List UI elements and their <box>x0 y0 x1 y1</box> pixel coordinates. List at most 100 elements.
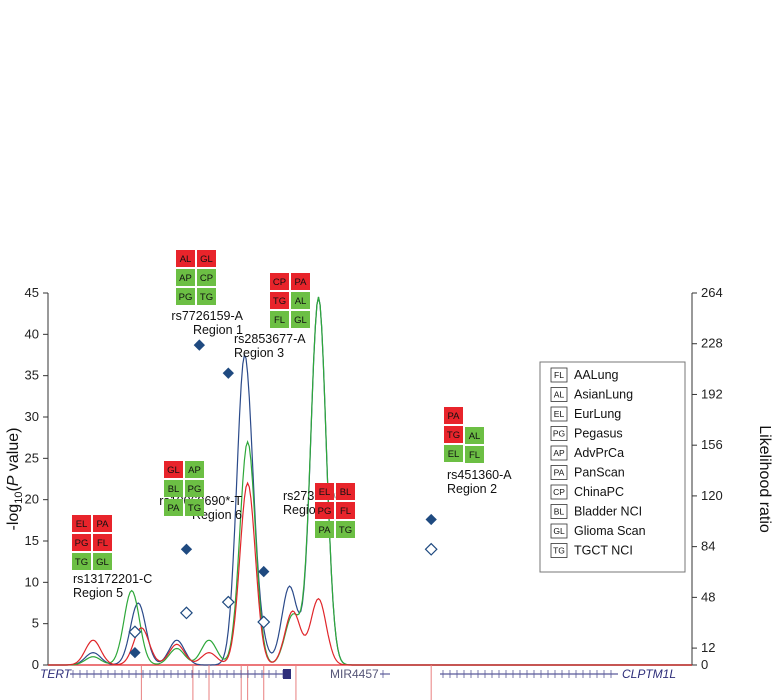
lead-snp-marker <box>425 513 437 526</box>
left-tick-label: 5 <box>32 616 39 631</box>
legend-name: Pegasus <box>574 427 623 441</box>
legend-name: ChinaPC <box>574 485 624 499</box>
study-badge <box>197 288 216 305</box>
legend-name: Glioma Scan <box>574 524 646 538</box>
conditional-snp-marker <box>179 606 193 620</box>
right-tick-label: 0 <box>701 657 708 672</box>
study-badge <box>72 553 91 570</box>
study-badge-label: FL <box>274 315 285 326</box>
lead-snp-marker <box>180 543 193 555</box>
study-badge <box>93 553 112 570</box>
study-badge-label: BL <box>340 487 352 498</box>
study-badge-label: TG <box>339 525 352 536</box>
legend-name: PanScan <box>574 466 625 480</box>
study-badge <box>93 534 112 551</box>
legend: FL AALung AL AsianLung EL EurLung PG Pegasus AP A… <box>539 361 686 573</box>
legend-name: AALung <box>574 368 619 382</box>
snp-region-label: Region 5 <box>73 586 123 600</box>
legend-name: EurLung <box>574 407 621 421</box>
study-badge-label: PA <box>97 519 110 530</box>
study-badge-label: AL <box>469 431 481 442</box>
study-badge <box>465 427 484 444</box>
study-badge-label: PG <box>179 292 193 303</box>
study-badge <box>176 269 195 286</box>
legend-code-box <box>550 387 568 402</box>
study-badge <box>315 483 334 500</box>
legend-code: AP <box>553 448 565 458</box>
study-badge-label: CP <box>273 277 286 288</box>
legend-code: PA <box>554 468 565 478</box>
study-badge-label: PA <box>168 503 181 514</box>
snp-id-label: rs7726159-A <box>171 309 243 323</box>
study-badge <box>176 288 195 305</box>
legend-code: AL <box>554 390 565 400</box>
study-badge-label: BL <box>168 484 180 495</box>
study-badge <box>270 273 289 290</box>
study-badge <box>270 292 289 309</box>
study-badge-label: TG <box>75 557 88 568</box>
study-badge <box>72 515 91 532</box>
study-badge <box>197 269 216 286</box>
legend-code: GL <box>553 526 565 536</box>
study-badge <box>164 461 183 478</box>
gene-track: TERT MIR4457 CLPTM1L <box>40 667 676 681</box>
study-badge <box>176 250 195 267</box>
legend-code-box <box>550 445 568 461</box>
gene-label: TERT <box>40 667 73 681</box>
study-badge-label: PG <box>318 506 332 517</box>
study-badge-label: AP <box>188 465 201 476</box>
snp-region-label: Region 2 <box>447 482 497 496</box>
legend-code-box <box>550 426 568 441</box>
snp-region-label: Region 6 <box>192 508 242 522</box>
study-badge-label: GL <box>167 465 180 476</box>
snp-region-label: Region 3 <box>234 346 284 360</box>
legend-code-box <box>550 504 568 519</box>
study-badge <box>444 426 463 443</box>
study-badge <box>93 515 112 532</box>
left-tick-label: 10 <box>25 574 39 589</box>
study-badge <box>444 407 463 424</box>
conditional-snp-marker <box>257 615 271 629</box>
study-badge-label: TG <box>188 503 201 514</box>
left-tick-label: 20 <box>25 492 39 507</box>
right-tick-label: 264 <box>701 285 723 300</box>
snp-id-label: rs451360-A <box>447 468 512 482</box>
snp-stems <box>140 665 432 700</box>
study-badge-label: FL <box>340 506 351 517</box>
gene-label: CLPTM1L <box>622 667 676 681</box>
axes: 0 5 10 15 20 25 30 35 40 45 0 12 48 84 120 156 192 228 264… <box>5 285 772 672</box>
right-tick-label: 84 <box>701 539 715 554</box>
left-tick-label: 30 <box>25 409 39 424</box>
left-axis-title: -log10(P value) <box>5 428 25 531</box>
study-badge-label: AP <box>179 273 192 284</box>
legend-code: PG <box>553 429 565 439</box>
right-tick-label: 48 <box>701 589 715 604</box>
left-tick-label: 15 <box>25 533 39 548</box>
legend-code: CP <box>553 487 565 497</box>
study-badge-label: PA <box>448 411 461 422</box>
lead-snp-marker <box>222 367 234 379</box>
study-badge-label: TG <box>273 296 286 307</box>
study-badge-label: EL <box>319 487 331 498</box>
left-tick-label: 40 <box>25 326 39 341</box>
legend-code-box <box>550 367 568 383</box>
legend-code-box <box>550 484 568 500</box>
legend-code: BL <box>554 507 565 517</box>
study-badge <box>185 499 204 516</box>
study-badge-label: TG <box>200 292 213 303</box>
study-badge <box>185 461 204 478</box>
legend-name: Bladder NCI <box>574 505 642 519</box>
study-badge-label: PA <box>319 525 332 536</box>
right-axis-title: Likelihood ratio <box>756 425 772 533</box>
legend-name: TGCT NCI <box>574 544 633 558</box>
study-badge-label: AL <box>295 296 307 307</box>
snp-id-label: rs13172201-C <box>73 572 152 586</box>
study-badge <box>315 502 334 519</box>
legend-code: FL <box>554 370 564 380</box>
study-badge-label: GL <box>294 315 307 326</box>
